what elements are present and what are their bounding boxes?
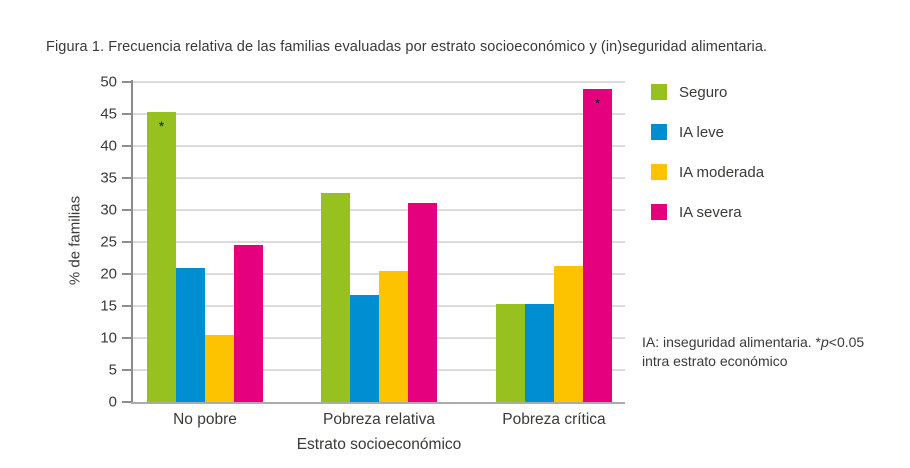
x-category-label-pobreza-cr-tica: Pobreza crítica (502, 411, 606, 428)
y-tick-0 (122, 401, 131, 403)
legend-item-ia-severa: IA severa (651, 203, 764, 221)
significance-asterisk: * (594, 95, 601, 112)
y-tick-20 (122, 273, 131, 275)
legend-label-seguro: Seguro (679, 83, 728, 101)
bar-ia-moderada-no-pobre (205, 334, 234, 402)
y-tick-30 (122, 209, 131, 211)
y-tick-10 (122, 337, 131, 339)
significance-asterisk: * (158, 118, 165, 135)
legend-label-ia-moderada: IA moderada (679, 163, 765, 181)
bar-ia-moderada-pobreza-relativa (379, 270, 408, 402)
bar-ia-severa-pobreza-cr-tica: * (583, 89, 612, 402)
legend-swatch-ia-severa (651, 204, 667, 220)
gridline-40 (133, 145, 625, 147)
y-tick-label-50: 50 (100, 73, 117, 91)
footnote-text-2: <0.05 (828, 334, 865, 350)
legend-item-seguro: Seguro (651, 83, 764, 101)
bar-seguro-no-pobre: * (147, 112, 176, 402)
y-tick-label-45: 45 (100, 105, 117, 123)
legend-swatch-ia-leve (651, 124, 667, 140)
footnote-line-2: intra estrato económico (642, 353, 788, 369)
y-tick-label-5: 5 (108, 361, 117, 379)
legend-item-ia-leve: IA leve (651, 123, 764, 141)
footnote-text-1: IA: inseguridad alimentaria. * (642, 334, 821, 350)
y-tick-35 (122, 177, 131, 179)
y-tick-label-15: 15 (100, 297, 117, 315)
y-tick-50 (122, 81, 131, 83)
y-tick-label-0: 0 (108, 393, 117, 411)
y-tick-45 (122, 113, 131, 115)
footnote-italic-p: p (821, 334, 829, 350)
bar-ia-leve-pobreza-relativa (350, 295, 379, 402)
legend-item-ia-moderada: IA moderada (651, 163, 765, 181)
legend-swatch-ia-moderada (651, 164, 667, 180)
gridline-45 (133, 113, 625, 115)
x-category-label-pobreza-relativa: Pobreza relativa (322, 411, 436, 428)
y-tick-40 (122, 145, 131, 147)
legend: Seguro IA leve IA moderada IA severa (651, 84, 764, 244)
bar-ia-severa-no-pobre (234, 245, 263, 402)
x-axis-line (131, 402, 625, 404)
footnote: IA: inseguridad alimentaria. *p<0.05 int… (642, 333, 864, 371)
bar-seguro-pobreza-relativa (321, 192, 350, 402)
x-category-label-no-pobre: No pobre (173, 411, 237, 428)
y-tick-15 (122, 305, 131, 307)
figure-title: Figura 1. Frecuencia relativa de las fam… (46, 39, 768, 55)
bar-ia-leve-no-pobre (176, 267, 205, 402)
y-tick-label-35: 35 (100, 169, 117, 187)
gridline-50 (133, 81, 625, 83)
y-tick-label-40: 40 (100, 137, 117, 155)
legend-swatch-seguro (651, 84, 667, 100)
legend-label-ia-severa: IA severa (679, 203, 742, 221)
y-tick-label-10: 10 (100, 329, 117, 347)
plot-area: * * (133, 81, 625, 402)
y-tick-label-25: 25 (100, 233, 117, 251)
bar-ia-moderada-pobreza-cr-tica (554, 265, 583, 402)
y-tick-label-20: 20 (100, 265, 117, 283)
bar-ia-severa-pobreza-relativa (408, 202, 437, 402)
bar-ia-leve-pobreza-cr-tica (525, 304, 554, 402)
y-axis-line (131, 80, 133, 404)
gridline-35 (133, 177, 625, 179)
y-tick-label-30: 30 (100, 201, 117, 219)
gridline-25 (133, 241, 625, 243)
x-axis-title: Estrato socioeconómico (296, 436, 462, 453)
gridline-30 (133, 209, 625, 211)
y-tick-25 (122, 241, 131, 243)
legend-label-ia-leve: IA leve (679, 123, 725, 141)
bar-seguro-pobreza-cr-tica (496, 304, 525, 402)
y-tick-5 (122, 369, 131, 371)
